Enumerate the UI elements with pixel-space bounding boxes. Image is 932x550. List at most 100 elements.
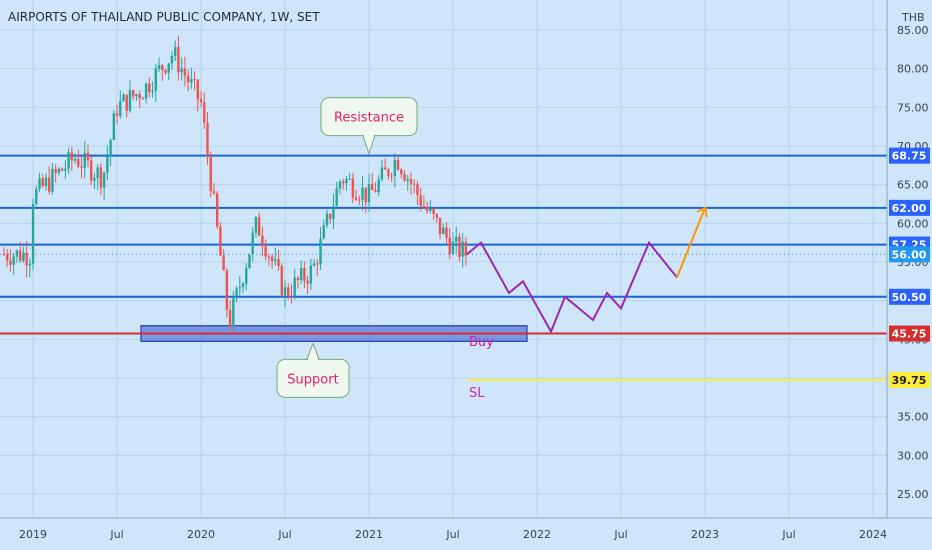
candle-body bbox=[157, 65, 161, 69]
x-tick-label: Jul bbox=[613, 528, 627, 541]
x-tick-label: 2020 bbox=[187, 528, 215, 541]
candle-body bbox=[9, 260, 12, 265]
callout-support: Support bbox=[276, 341, 350, 398]
candle-body bbox=[438, 217, 442, 234]
candle-body bbox=[377, 179, 380, 193]
candle-body bbox=[60, 168, 64, 171]
candle-body bbox=[115, 113, 119, 116]
candle-body bbox=[83, 152, 86, 168]
candle-body bbox=[77, 158, 80, 167]
candle-body bbox=[232, 298, 235, 327]
candle-body bbox=[125, 94, 128, 111]
candle-body bbox=[132, 90, 135, 97]
candle-body bbox=[409, 179, 413, 184]
annotation-buy: Buy bbox=[469, 335, 494, 350]
candle-body bbox=[455, 236, 458, 242]
candle-body bbox=[35, 188, 38, 204]
candle-body bbox=[128, 90, 132, 111]
annotation-sl: SL bbox=[469, 386, 485, 401]
candle-body bbox=[241, 283, 245, 288]
candle-body bbox=[274, 259, 277, 262]
candle-body bbox=[48, 177, 51, 192]
candle-body bbox=[99, 167, 103, 188]
candle-body bbox=[170, 55, 174, 64]
y-tick-label: 65.00 bbox=[897, 179, 929, 192]
candle-body bbox=[374, 190, 377, 193]
candle-body bbox=[416, 184, 419, 196]
candle-body bbox=[435, 214, 439, 218]
candle-body bbox=[67, 152, 70, 169]
candle-body bbox=[419, 195, 422, 207]
candle-body bbox=[173, 47, 177, 56]
candle-body bbox=[270, 256, 274, 262]
level-label-50.50: 50.50 bbox=[892, 291, 927, 304]
y-tick-label: 85.00 bbox=[897, 24, 929, 37]
candle-body bbox=[380, 167, 384, 180]
candle-body bbox=[148, 83, 151, 93]
y-tick-label: 80.00 bbox=[897, 63, 929, 76]
candle-body bbox=[109, 139, 112, 157]
candle-body bbox=[371, 184, 374, 191]
candle-body bbox=[151, 90, 154, 93]
candle-body bbox=[96, 167, 99, 179]
x-tick-label: 2022 bbox=[523, 528, 551, 541]
candle-body bbox=[432, 208, 435, 215]
candle-body bbox=[296, 277, 300, 281]
level-lines bbox=[0, 154, 887, 381]
candle-body bbox=[57, 168, 61, 173]
target-arrowhead bbox=[696, 206, 708, 218]
candle-body bbox=[22, 252, 25, 261]
candle-body bbox=[86, 152, 90, 161]
y-tick-label: 30.00 bbox=[897, 449, 929, 462]
candle-body bbox=[290, 295, 293, 297]
projection-line bbox=[466, 240, 678, 334]
candle-body bbox=[429, 208, 432, 211]
y-tick-label: 60.00 bbox=[897, 217, 929, 230]
candle-body bbox=[41, 178, 44, 187]
candle-body bbox=[299, 268, 303, 281]
level-label-bg bbox=[889, 371, 930, 388]
candle-body bbox=[6, 254, 9, 261]
candle-body bbox=[177, 47, 180, 73]
y-tick-label: 35.00 bbox=[897, 411, 929, 424]
candle-body bbox=[309, 265, 313, 284]
callout-pointer bbox=[306, 341, 320, 360]
candle-body bbox=[190, 79, 193, 83]
candle-body bbox=[164, 70, 167, 73]
candle-body bbox=[451, 241, 455, 254]
y-tick-label: 25.00 bbox=[897, 488, 929, 501]
candle-body bbox=[393, 159, 397, 177]
candle-body bbox=[367, 184, 371, 203]
candle-body bbox=[264, 245, 267, 257]
candle-body bbox=[390, 175, 393, 177]
candle-body bbox=[93, 178, 96, 181]
level-label-39.75: 39.75 bbox=[892, 374, 927, 387]
last-price-label: 56.00 bbox=[892, 248, 927, 261]
candle-body bbox=[261, 235, 264, 246]
candle-body bbox=[225, 270, 229, 310]
candle-body bbox=[257, 217, 261, 236]
candle-body bbox=[144, 83, 148, 99]
time-axis-ticks: 2019 Jul 2020 Jul 2021 Jul 2022 Jul 2023 Jul 2024 bbox=[19, 528, 887, 541]
candle-body bbox=[251, 232, 254, 255]
level-label-bg bbox=[889, 199, 930, 216]
candle-body bbox=[44, 177, 48, 187]
x-tick-label: 2021 bbox=[355, 528, 383, 541]
candle-body bbox=[12, 256, 15, 265]
callouts: Resistance Support Buy SL bbox=[276, 97, 494, 401]
candle-body bbox=[335, 188, 338, 206]
candle-body bbox=[306, 280, 309, 284]
candle-body bbox=[228, 309, 232, 327]
candle-body bbox=[90, 160, 93, 181]
candle-body bbox=[322, 225, 325, 239]
candle-body bbox=[364, 187, 367, 203]
candle-body bbox=[238, 287, 241, 289]
candle-body bbox=[203, 102, 206, 123]
candle-body bbox=[138, 94, 141, 99]
candle-body bbox=[135, 94, 138, 97]
candle-body bbox=[254, 217, 258, 233]
candle-body bbox=[70, 152, 74, 161]
candle-body bbox=[464, 241, 468, 256]
candle-body bbox=[358, 199, 361, 201]
